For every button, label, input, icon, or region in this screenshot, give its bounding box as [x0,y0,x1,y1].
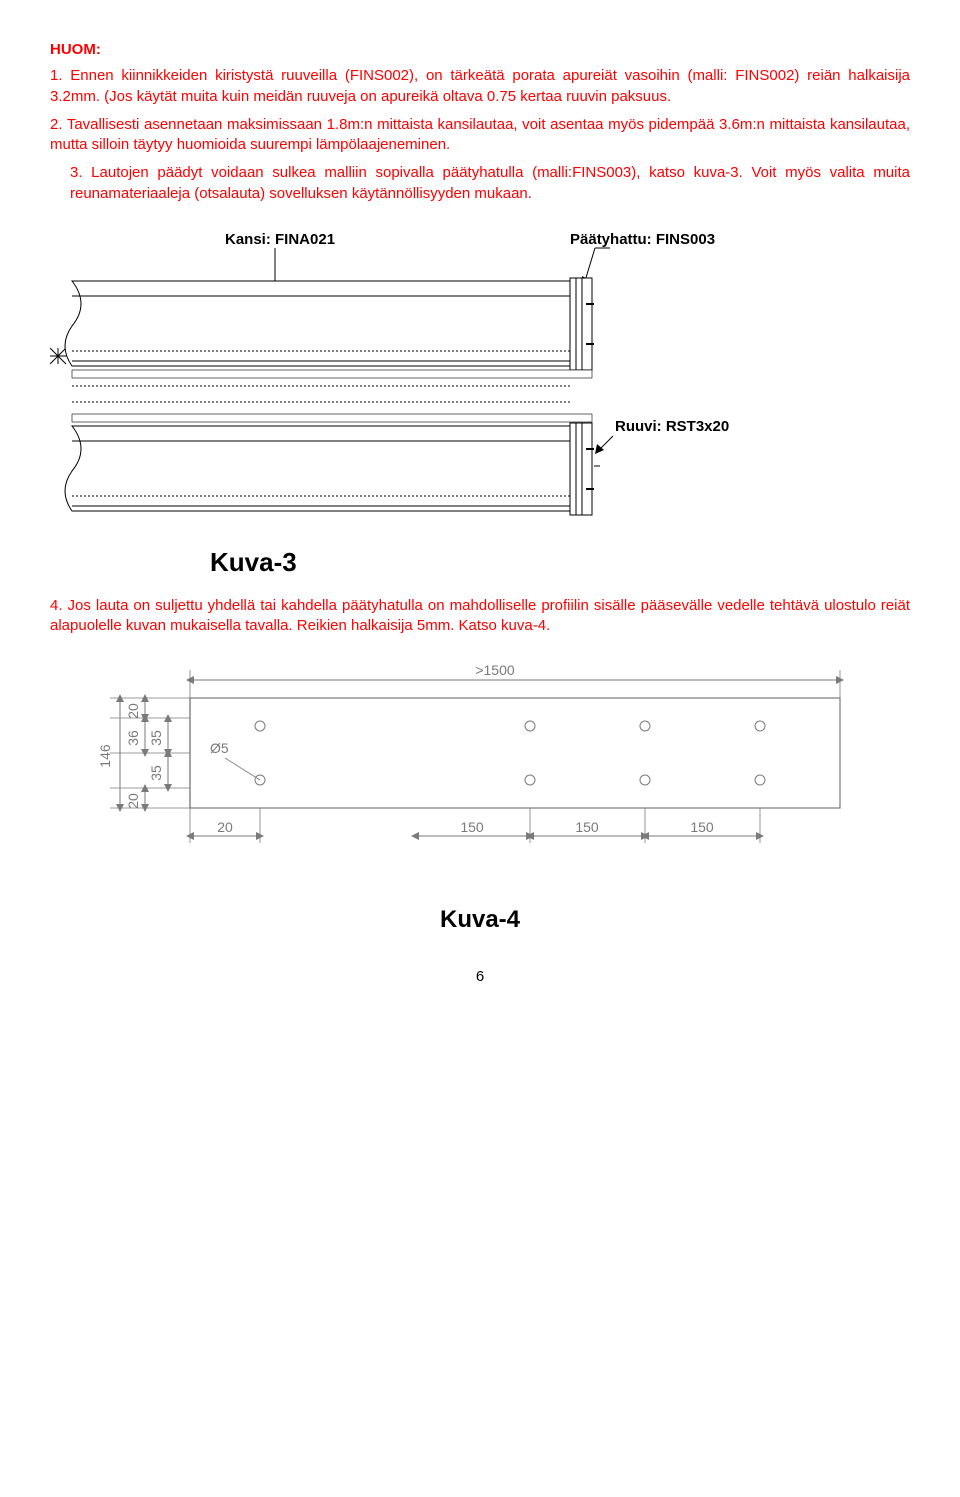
label-paatyhattu: Päätyhattu: FINS003 [570,231,715,248]
dim-20b: 20 [125,793,141,809]
dim-150a: 150 [460,819,484,835]
dim-150c: 150 [690,819,714,835]
figure-4-caption: Kuva-4 [50,904,910,936]
figure-3-caption: Kuva-3 [210,547,297,577]
paragraph-4: 4. Jos lauta on suljettu yhdellä tai kah… [50,596,910,637]
paragraph-1: 1. Ennen kiinnikkeiden kiristystä ruuvei… [50,66,910,107]
huom-heading: HUOM: [50,40,910,60]
paragraph-3: 3. Lautojen päädyt voidaan sulkea mallii… [70,163,910,204]
dim-20a: 20 [125,703,141,719]
dim-20h: 20 [217,819,233,835]
figure-4-svg: >1500 Ø5 20 150 150 150 146 20 3 [50,658,880,898]
label-ruuvi: Ruuvi: RST3x20 [615,418,729,435]
page-number: 6 [50,967,910,987]
board-outline [190,698,840,808]
figure-4: >1500 Ø5 20 150 150 150 146 20 3 [50,658,910,936]
dim-top: >1500 [475,662,515,678]
holes-group [255,721,765,785]
dim-36: 36 [125,730,141,746]
dim-35a: 35 [148,730,164,746]
label-kansi: Kansi: FINA021 [225,231,335,248]
dim-150b: 150 [575,819,599,835]
dim-35b: 35 [148,765,164,781]
dim-146: 146 [97,744,113,768]
figure-3: Kansi: FINA021 Päätyhattu: FINS003 Ruuvi… [50,226,910,586]
paragraph-2: 2. Tavallisesti asennetaan maksimissaan … [50,115,910,156]
figure-3-svg: Kansi: FINA021 Päätyhattu: FINS003 Ruuvi… [50,226,880,586]
dim-d5: Ø5 [210,740,229,756]
